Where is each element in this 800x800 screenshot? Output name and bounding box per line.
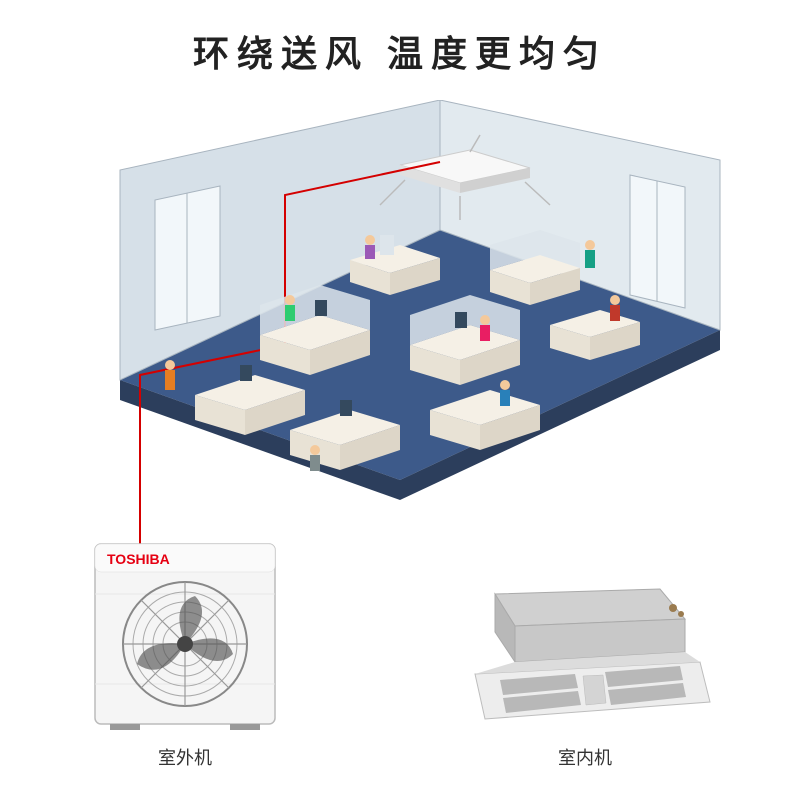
room-diagram — [60, 100, 740, 480]
main-title: 环绕送风 温度更均匀 — [0, 25, 800, 77]
outdoor-unit-block: TOSHIBA — [85, 534, 285, 770]
indoor-unit-block: 室内机 — [455, 584, 715, 770]
indoor-label: 室内机 — [558, 744, 612, 770]
outdoor-label: 室外机 — [158, 744, 212, 770]
product-row: TOSHIBA — [0, 534, 800, 770]
brand-label: TOSHIBA — [107, 551, 170, 567]
